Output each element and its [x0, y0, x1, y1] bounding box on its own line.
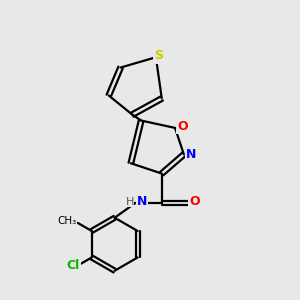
Text: S: S	[154, 49, 163, 62]
Text: N: N	[186, 148, 196, 161]
Text: N: N	[137, 195, 147, 208]
Text: O: O	[177, 120, 188, 133]
Text: CH₃: CH₃	[57, 216, 76, 226]
Text: H: H	[125, 196, 134, 206]
Text: O: O	[189, 195, 200, 208]
Text: Cl: Cl	[67, 259, 80, 272]
